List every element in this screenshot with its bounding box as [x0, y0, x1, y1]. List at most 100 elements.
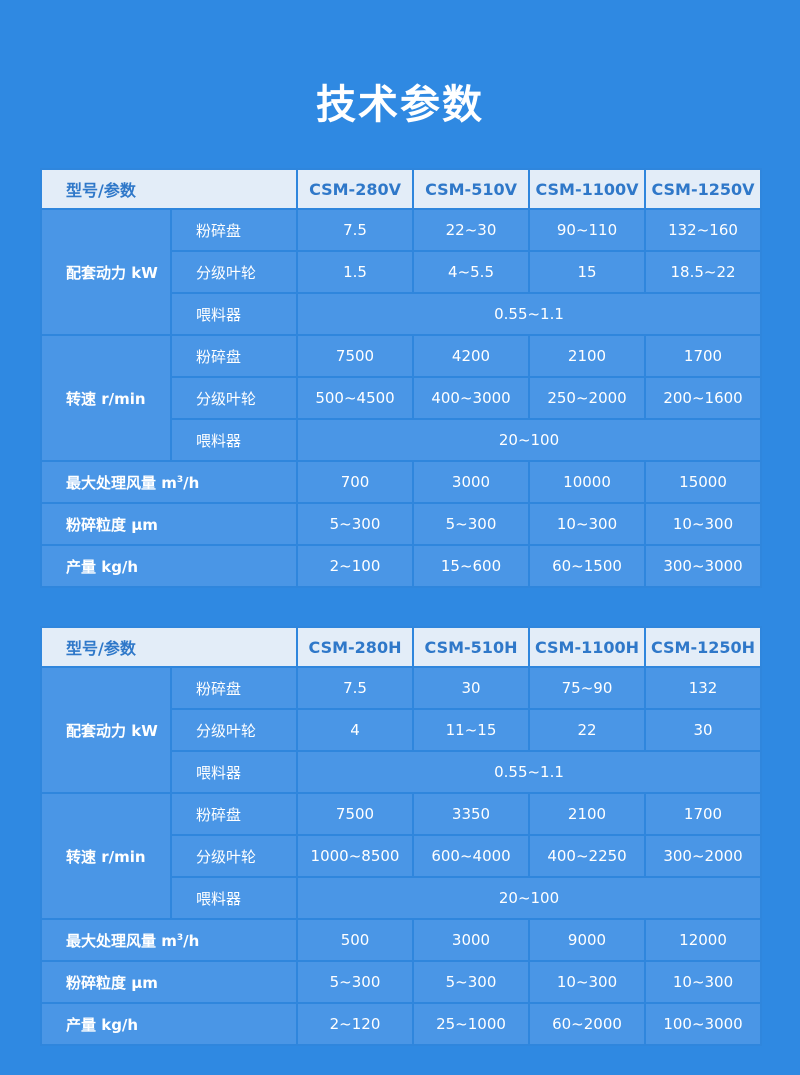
speed-crush-value: 2100 — [528, 792, 647, 836]
feeder-label: 喂料器 — [169, 876, 299, 920]
speed-crush-value: 4200 — [412, 334, 531, 378]
table-row: 配套动力 kW 粉碎盘 7.5 22~30 90~110 132~160 — [40, 208, 763, 336]
fineness-value: 5~300 — [412, 960, 531, 1004]
power-crush-value: 22~30 — [412, 208, 531, 252]
table-row: 配套动力 kW 粉碎盘 7.5 30 75~90 132 — [40, 666, 763, 794]
airflow-value: 9000 — [528, 918, 647, 962]
table-row: 分级叶轮 1.5 4~5.5 15 18.5~22 — [41, 250, 763, 294]
table-row: 喂料器 0.55~1.1 — [41, 750, 763, 794]
impeller-label: 分级叶轮 — [169, 376, 299, 420]
power-group-label: 配套动力 kW — [40, 208, 172, 336]
header-label: 型号/参数 — [39, 626, 299, 668]
speed-impeller-value: 500~4500 — [296, 376, 415, 420]
output-value: 60~1500 — [528, 544, 647, 588]
crush-label: 粉碎盘 — [169, 666, 299, 710]
output-value: 300~3000 — [644, 544, 763, 588]
power-crush-value: 75~90 — [528, 666, 647, 710]
power-impeller-value: 30 — [644, 708, 763, 752]
power-impeller-value: 15 — [528, 250, 647, 294]
power-impeller-value: 22 — [528, 708, 647, 752]
fineness-value: 10~300 — [528, 960, 647, 1004]
model-header: CSM-510V — [412, 168, 531, 210]
power-crush-value: 90~110 — [528, 208, 647, 252]
power-crush-value: 7.5 — [296, 666, 415, 710]
power-impeller-value: 1.5 — [296, 250, 415, 294]
power-crush-value: 132~160 — [644, 208, 763, 252]
spec-table-h: 型号/参数 CSM-280H CSM-510H CSM-1100H CSM-1250H 配… — [39, 626, 763, 1046]
speed-crush-value: 7500 — [296, 334, 415, 378]
fineness-value: 5~300 — [296, 502, 415, 546]
impeller-label: 分级叶轮 — [169, 250, 299, 294]
table-row: 转速 r/min 粉碎盘 7500 4200 2100 1700 — [40, 334, 763, 462]
header-label: 型号/参数 — [39, 168, 299, 210]
table-row: 最大处理风量 m3/h 700 3000 10000 15000 — [39, 460, 763, 504]
power-impeller-value: 18.5~22 — [644, 250, 763, 294]
speed-crush-value: 1700 — [644, 792, 763, 836]
table-row: 分级叶轮 1000~8500 600~4000 400~2250 300~2000 — [41, 834, 763, 878]
speed-group-label: 转速 r/min — [40, 792, 172, 920]
airflow-label: 最大处理风量 m3/h — [39, 460, 299, 504]
power-group-label: 配套动力 kW — [40, 666, 172, 794]
output-value: 15~600 — [412, 544, 531, 588]
model-header: CSM-510H — [412, 626, 531, 668]
airflow-value: 3000 — [412, 918, 531, 962]
fineness-value: 10~300 — [528, 502, 647, 546]
speed-crush-value: 2100 — [528, 334, 647, 378]
fineness-label: 粉碎粒度 μm — [39, 960, 299, 1004]
model-header: CSM-1100H — [528, 626, 647, 668]
model-header: CSM-280V — [296, 168, 415, 210]
output-value: 25~1000 — [412, 1002, 531, 1046]
model-header: CSM-280H — [296, 626, 415, 668]
speed-impeller-value: 600~4000 — [412, 834, 531, 878]
speed-crush-value: 3350 — [412, 792, 531, 836]
speed-feeder-value: 20~100 — [296, 418, 763, 462]
airflow-label-text: 最大处理风量 m — [66, 473, 177, 492]
speed-impeller-value: 300~2000 — [644, 834, 763, 878]
output-value: 2~100 — [296, 544, 415, 588]
table-row: 分级叶轮 500~4500 400~3000 250~2000 200~1600 — [41, 376, 763, 420]
model-header: CSM-1100V — [528, 168, 647, 210]
airflow-value: 15000 — [644, 460, 763, 504]
crush-label: 粉碎盘 — [169, 792, 299, 836]
speed-impeller-value: 200~1600 — [644, 376, 763, 420]
table-row: 产量 kg/h 2~120 25~1000 60~2000 100~3000 — [39, 1002, 763, 1046]
airflow-label-unit: /h — [183, 473, 200, 492]
airflow-label-unit: /h — [183, 931, 200, 950]
crush-label: 粉碎盘 — [169, 208, 299, 252]
power-impeller-value: 11~15 — [412, 708, 531, 752]
table-row: 喂料器 20~100 — [41, 418, 763, 462]
fineness-value: 5~300 — [412, 502, 531, 546]
airflow-value: 500 — [296, 918, 415, 962]
fineness-value: 10~300 — [644, 502, 763, 546]
speed-impeller-value: 1000~8500 — [296, 834, 415, 878]
feeder-label: 喂料器 — [169, 418, 299, 462]
power-impeller-value: 4~5.5 — [412, 250, 531, 294]
output-label: 产量 kg/h — [39, 1002, 299, 1046]
fineness-label: 粉碎粒度 μm — [39, 502, 299, 546]
crush-label: 粉碎盘 — [169, 334, 299, 378]
feeder-label: 喂料器 — [169, 750, 299, 794]
table-row: 喂料器 0.55~1.1 — [41, 292, 763, 336]
speed-impeller-value: 400~3000 — [412, 376, 531, 420]
airflow-value: 3000 — [412, 460, 531, 504]
table-row: 粉碎粒度 μm 5~300 5~300 10~300 10~300 — [39, 960, 763, 1004]
table-row: 喂料器 20~100 — [41, 876, 763, 920]
output-value: 2~120 — [296, 1002, 415, 1046]
page-title: 技术参数 — [316, 82, 484, 128]
model-header: CSM-1250V — [644, 168, 763, 210]
output-value: 60~2000 — [528, 1002, 647, 1046]
power-crush-value: 132 — [644, 666, 763, 710]
header-row: 型号/参数 CSM-280V CSM-510V CSM-1100V CSM-1250V — [39, 168, 763, 210]
table-row: 最大处理风量 m3/h 500 3000 9000 12000 — [39, 918, 763, 962]
speed-crush-value: 1700 — [644, 334, 763, 378]
table-row: 产量 kg/h 2~100 15~600 60~1500 300~3000 — [39, 544, 763, 588]
power-feeder-value: 0.55~1.1 — [296, 292, 763, 336]
power-impeller-value: 4 — [296, 708, 415, 752]
airflow-label-sup: 3 — [176, 474, 184, 485]
output-label: 产量 kg/h — [39, 544, 299, 588]
speed-feeder-value: 20~100 — [296, 876, 763, 920]
airflow-value: 10000 — [528, 460, 647, 504]
fineness-value: 5~300 — [296, 960, 415, 1004]
feeder-label: 喂料器 — [169, 292, 299, 336]
airflow-value: 700 — [296, 460, 415, 504]
